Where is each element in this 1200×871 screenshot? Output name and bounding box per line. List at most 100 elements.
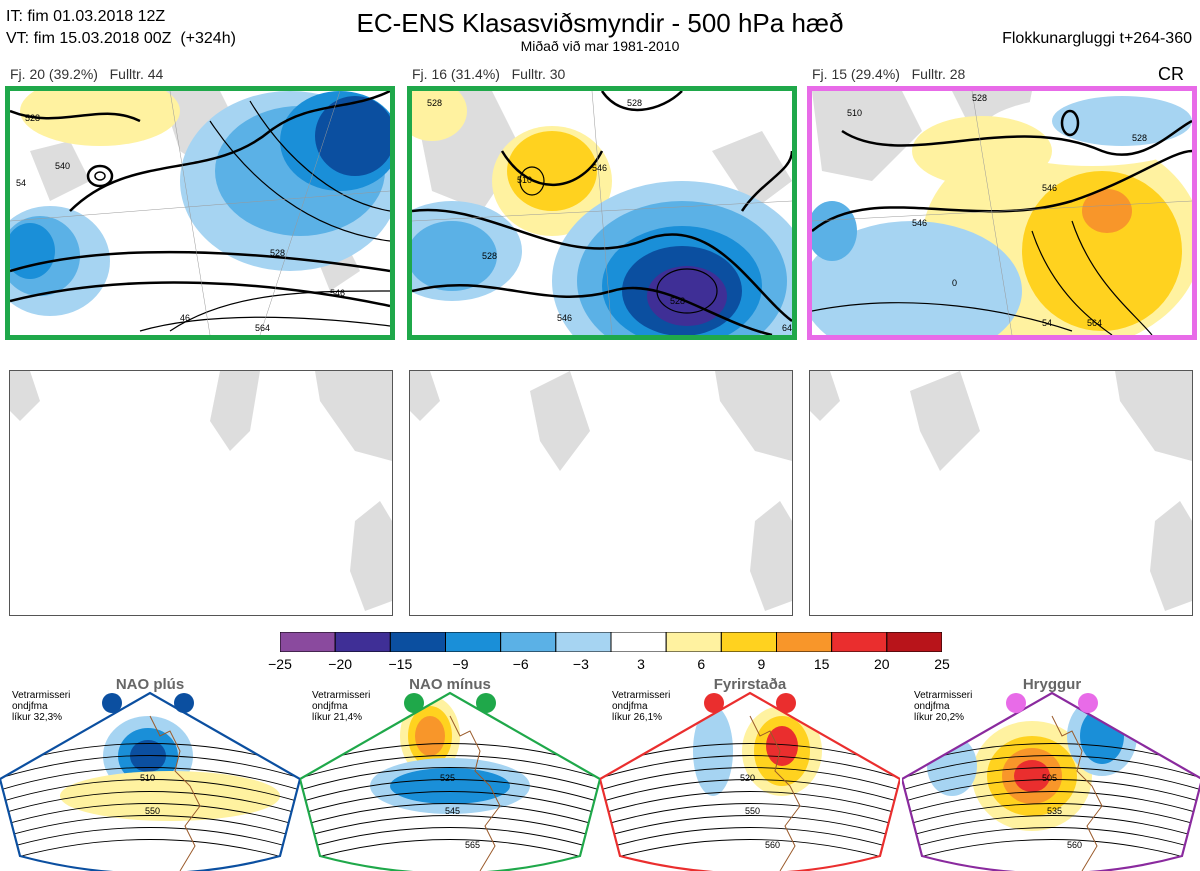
contour-label: 560 [765, 840, 780, 850]
height-contour [0, 779, 300, 803]
contour-label: 565 [465, 840, 480, 850]
height-contour [902, 803, 1200, 827]
regime-note-line: Vetrarmisseri [612, 690, 671, 701]
height-contour [300, 791, 600, 815]
contour-label: 528 [270, 248, 285, 258]
regime-note-line: Vetrarmisseri [312, 690, 371, 701]
regime-fan: 510 550 [0, 691, 300, 871]
contour-label: 505 [1042, 773, 1057, 783]
height-contour [300, 815, 600, 839]
coastline [749, 715, 801, 871]
contour-label: 560 [1067, 840, 1082, 850]
regime-frame [600, 691, 900, 871]
regime-note: Vetrarmisseri ondjfma líkur 26,1% [612, 690, 670, 723]
coastline [149, 715, 201, 871]
height-contour [902, 815, 1200, 839]
contour-label: 528 [670, 296, 685, 306]
height-contour [902, 779, 1200, 803]
contour-label: 550 [745, 806, 760, 816]
regime-panel: 525 545 565 NAO mínus Vetrarmisseri ondjfma lí… [300, 676, 600, 871]
height-contour [600, 803, 900, 827]
colorbar-tick-label: −9 [452, 656, 469, 672]
height-contour [902, 827, 1200, 851]
regime-note: Vetrarmisseri ondjfma líkur 32,3% [12, 690, 70, 723]
regime-note-line: ondjfma [12, 701, 48, 712]
height-contour [600, 791, 900, 815]
height-contour [0, 827, 300, 851]
regime-marker-dot [704, 693, 724, 713]
regime-frame [300, 691, 600, 871]
regime-panel: 520 550 560 Fyrirstaða Vetrarmisseri ondjfma l… [600, 676, 900, 871]
height-contour [0, 791, 300, 815]
height-contour [902, 791, 1200, 815]
colorbar-segment [776, 632, 833, 652]
regime-marker-dot [476, 693, 496, 713]
regime-note-line: Vetrarmisseri [914, 690, 973, 701]
regime-fan: 525 545 565 [300, 691, 600, 871]
cr-label: CR [1158, 64, 1184, 84]
height-contour [600, 827, 900, 851]
valid-time: VT: fim 15.03.2018 00Z (+324h) [6, 30, 236, 47]
contour-label: 46 [180, 313, 190, 323]
colorbar-segment [720, 632, 778, 652]
contour-label: 64 [782, 323, 792, 333]
contour-label: 546 [1042, 183, 1057, 193]
height-contour [600, 755, 900, 779]
contour-label: 540 [55, 161, 70, 171]
height-contour [0, 767, 300, 791]
height-contour [902, 767, 1200, 791]
regime-title: Fyrirstaða [713, 676, 787, 693]
height-contour [600, 767, 900, 791]
contour-label: 520 [740, 773, 755, 783]
regime-marker-dot [174, 693, 194, 713]
contour-label: 546 [912, 218, 927, 228]
contour-label: 510 [847, 108, 862, 118]
header-info: IT: fim 01.03.2018 12Z VT: fim 15.03.2018… [6, 6, 236, 50]
height-contour [300, 827, 600, 851]
height-contour [300, 779, 600, 803]
contour-label: 528 [972, 93, 987, 103]
anomaly-shading [1080, 708, 1124, 764]
regime-marker-dot [102, 693, 122, 713]
empty-map-1 [9, 370, 393, 616]
cluster-map-3[interactable]: 510 528 528 546 546 0 54 564 [807, 86, 1197, 340]
colorbar-segment [280, 632, 336, 652]
colorbar-segment [610, 632, 667, 652]
regime-marker-dot [1078, 693, 1098, 713]
regime-note: Vetrarmisseri ondjfma líkur 20,2% [914, 690, 972, 723]
colorbar-tick-label: −3 [572, 656, 589, 672]
regime-note-line: ondjfma [312, 701, 348, 712]
contour-label: 54 [1042, 318, 1052, 328]
regime-title: NAO plús [115, 676, 185, 693]
page-subtitle: Miðað við mar 1981-2010 [520, 38, 680, 54]
cluster-map-1[interactable]: 528 528 546 46 564 540 54 [5, 86, 395, 340]
colorbar-segment [831, 632, 888, 652]
contour-label: 564 [255, 323, 270, 333]
anomaly-shading [60, 771, 280, 821]
regime-title: Hryggur [1022, 676, 1082, 693]
colorbar-tick-label: −25 [268, 656, 292, 672]
colorbar-tick-label: 6 [697, 656, 706, 672]
empty-map-3 [809, 370, 1193, 616]
anomaly-shading [693, 706, 733, 796]
colorbar-tick-label: −15 [388, 656, 413, 672]
colorbar-segment [500, 632, 557, 652]
height-contour [600, 815, 900, 839]
contour-label: 535 [1047, 806, 1062, 816]
cluster-map-2[interactable]: 528 528 510 528 546 528 546 64 [407, 86, 797, 340]
contour-label: 546 [557, 313, 572, 323]
colorbar-tick-label: −6 [512, 656, 529, 672]
colorbar-segment [445, 632, 502, 652]
regime-note-line: líkur 26,1% [612, 712, 663, 723]
contour-label: 54 [16, 178, 26, 188]
colorbar-tick-label: 3 [637, 656, 645, 672]
colorbar-segment [555, 632, 612, 652]
height-contour [300, 767, 600, 791]
contour-label: 528 [627, 98, 642, 108]
regime-frame [902, 691, 1200, 871]
height-contour [600, 839, 900, 863]
contour-label: 528 [482, 251, 497, 261]
height-contour [0, 755, 300, 779]
colorbar-segment [334, 632, 391, 652]
regime-marker-dot [404, 693, 424, 713]
